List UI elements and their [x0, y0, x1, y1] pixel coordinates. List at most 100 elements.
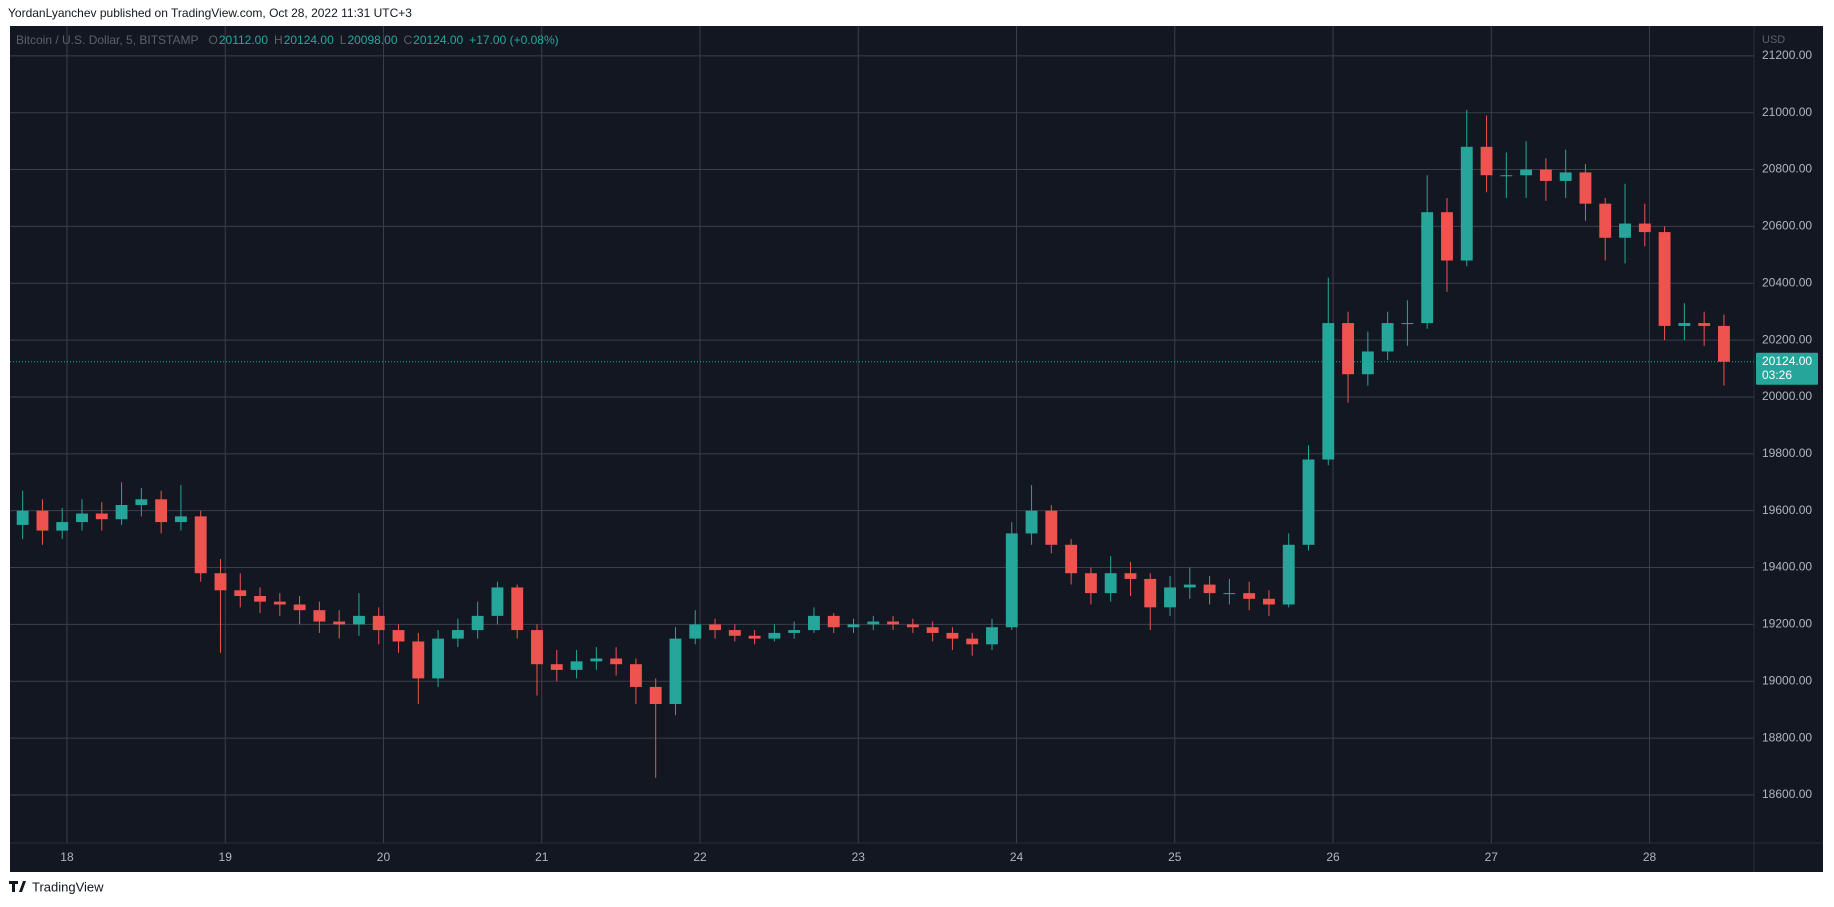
candle-body — [1599, 203, 1612, 238]
legend-key: O — [209, 33, 218, 47]
candle-body — [1124, 573, 1137, 579]
candle-body — [56, 522, 69, 531]
candle-body — [155, 499, 168, 523]
candle-body — [827, 615, 840, 628]
candle-body — [1183, 584, 1196, 588]
candle-body — [36, 510, 49, 531]
candle-body — [550, 664, 563, 670]
x-tick-label: 27 — [1485, 850, 1499, 864]
candle-body — [333, 621, 346, 625]
candle-body — [590, 658, 603, 662]
x-tick-label: 22 — [693, 850, 707, 864]
y-tick-label: 18800.00 — [1762, 730, 1812, 744]
candles — [16, 109, 1730, 778]
candle-body — [1698, 323, 1711, 326]
candle-body — [392, 630, 405, 642]
candle-body — [1539, 169, 1552, 181]
candle-body — [451, 630, 464, 639]
x-tick-label: 19 — [219, 850, 233, 864]
y-tick-label: 21000.00 — [1762, 105, 1812, 119]
candle-body — [254, 595, 266, 602]
candle-body — [372, 615, 385, 631]
y-tick-label: 20200.00 — [1762, 332, 1812, 346]
grid — [10, 26, 1754, 843]
candle-body — [689, 624, 702, 639]
candle-body — [135, 499, 148, 505]
legend-value: +17.00 (+0.08%) — [469, 33, 558, 47]
labels: Bitcoin / U.S. Dollar, 5, BITSTAMP O 20112… — [10, 33, 1818, 864]
candle-body — [471, 615, 484, 631]
y-tick-label: 19000.00 — [1762, 673, 1812, 687]
candle-body — [887, 621, 900, 625]
candle-body — [649, 686, 662, 704]
candle-body — [926, 627, 939, 633]
candle-body — [491, 587, 504, 616]
y-tick-label: 20400.00 — [1762, 275, 1812, 289]
candle-body — [313, 610, 326, 622]
candle-body — [531, 630, 543, 665]
candle-body — [986, 627, 998, 645]
candle-body — [946, 632, 959, 639]
candle-body — [788, 630, 801, 633]
candle-body — [1322, 323, 1335, 460]
candle-body — [867, 621, 880, 625]
candle-body — [1559, 172, 1572, 181]
candle-body — [1342, 323, 1355, 375]
candle-body — [1520, 169, 1533, 176]
candle-body — [1619, 223, 1631, 238]
candle-body — [1084, 573, 1097, 594]
candle-body — [808, 615, 820, 631]
candle-body — [76, 513, 88, 523]
candle-body — [1045, 510, 1058, 545]
candle-body — [1203, 584, 1216, 594]
x-tick-label: 26 — [1326, 850, 1340, 864]
legend-value: 20098.00 — [347, 33, 397, 47]
legend-key: L — [340, 33, 347, 47]
candle-body — [669, 638, 682, 704]
candle-body — [1104, 573, 1117, 594]
y-tick-label: 20800.00 — [1762, 162, 1812, 176]
x-tick-label: 20 — [377, 850, 391, 864]
candle-body — [1282, 544, 1295, 605]
countdown-label: 03:26 — [1762, 368, 1792, 382]
y-tick-label: 20600.00 — [1762, 219, 1812, 233]
candle-body — [1460, 146, 1473, 261]
y-tick-label: 21200.00 — [1762, 48, 1812, 62]
candle-body — [293, 604, 306, 611]
candle-body — [234, 590, 247, 596]
candle-body — [1223, 593, 1236, 595]
candle-body — [1005, 533, 1018, 628]
legend-value: 20112.00 — [219, 33, 268, 47]
candle-body — [1658, 232, 1671, 326]
candle-body — [1678, 323, 1691, 326]
candle-body — [610, 658, 623, 665]
candle-body — [412, 641, 425, 679]
legend-value: 20124.00 — [413, 33, 463, 47]
candle-body — [709, 624, 721, 631]
candle-body — [966, 638, 979, 645]
last-price-box — [1756, 352, 1818, 385]
symbol-label: Bitcoin / U.S. Dollar, 5, BITSTAMP — [16, 33, 199, 47]
candle-body — [1263, 598, 1275, 605]
candle-body — [1065, 544, 1078, 574]
y-tick-label: 19400.00 — [1762, 560, 1812, 574]
candle-body — [194, 516, 207, 574]
x-tick-label: 18 — [60, 850, 74, 864]
candle-body — [214, 573, 227, 591]
candle-body — [1164, 587, 1176, 608]
candle-body — [1381, 323, 1394, 352]
candle-body — [1579, 172, 1592, 204]
y-tick-label: 18600.00 — [1762, 787, 1812, 801]
candle-body — [1421, 212, 1434, 324]
legend-key: C — [404, 33, 413, 47]
x-tick-label: 23 — [852, 850, 866, 864]
candle-body — [906, 624, 919, 628]
candle-body — [432, 638, 445, 679]
candle-body — [1638, 223, 1651, 233]
currency-label: USD — [1762, 34, 1785, 46]
candle-body — [273, 601, 286, 605]
last-price-label: 20124.00 — [1762, 354, 1812, 368]
candle-body — [728, 630, 741, 636]
